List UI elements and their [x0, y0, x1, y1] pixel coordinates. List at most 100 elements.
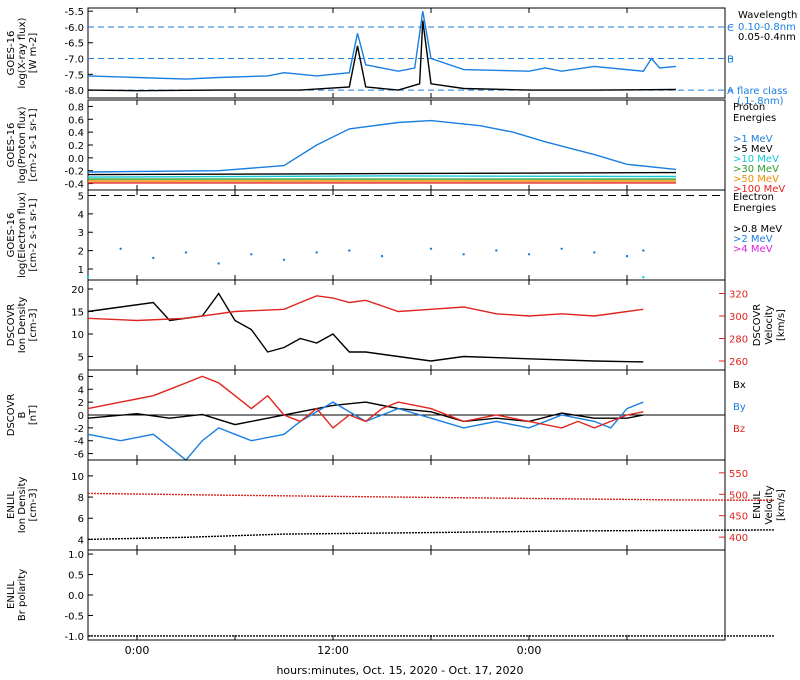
goes-electron-legend-title: Electron — [733, 192, 774, 203]
enlil-density-ylabel: Ion Density — [17, 477, 28, 534]
goes-electron-ytick-label: 4 — [78, 210, 84, 221]
dscovr-b-series-Bx — [87, 401, 644, 426]
goes-electron-point — [250, 253, 253, 256]
dscovr-density-right-ylabel: [km/s] — [776, 309, 787, 341]
enlil-density-series-velocity — [87, 492, 775, 501]
enlil-polarity-ytick-label: -1.0 — [64, 632, 84, 643]
enlil-polarity-frame — [87, 549, 726, 641]
dscovr-b-legend-item: Bz — [733, 424, 745, 435]
goes-xray-series-01008nm — [87, 11, 677, 80]
goes-electron-legend-item: >4 MeV — [733, 244, 773, 255]
goes-proton-ytick-label: 0.6 — [68, 115, 84, 126]
x-axis-label: hours:minutes, Oct. 15, 2020 - Oct. 17, … — [276, 664, 524, 677]
goes-xray-ytick-label: -7.0 — [64, 55, 84, 66]
enlil-polarity-ytick-label: 1.0 — [68, 550, 84, 561]
goes-proton-legend-item: >30 MeV — [733, 164, 779, 175]
enlil-polarity-ytick-label: -0.5 — [64, 611, 84, 622]
enlil-density-ytick-label: 10 — [71, 472, 84, 483]
dscovr-b-series-By — [87, 401, 644, 461]
enlil-density-right-ytick-label: 500 — [729, 490, 748, 501]
enlil-polarity-ytick-label: 0.0 — [68, 591, 84, 602]
dscovr-b-ylabel: DSCOVR — [6, 394, 17, 437]
dscovr-density-ytick-label: 20 — [71, 285, 84, 296]
goes-electron-point — [642, 276, 645, 279]
flare-class-label: A flare class — [727, 86, 788, 97]
enlil-density-frame — [87, 459, 726, 551]
goes-electron-ylabel: log(Electron flux) — [17, 192, 28, 278]
goes-xray-series-00504nm — [87, 20, 677, 92]
dscovr-density-right-ytick-label: 280 — [729, 335, 748, 346]
goes-electron-legend-item: >0.8 MeV — [733, 224, 782, 235]
goes-proton-legend-item: >1 MeV — [733, 134, 773, 145]
dscovr-b-series-Bz — [87, 375, 644, 429]
goes-electron-ylabel: [cm-2 s-1 sr-1] — [28, 198, 39, 271]
dscovr-density-right-ylabel: Velocity — [764, 305, 775, 344]
goes-proton-legend-title: Proton — [733, 102, 765, 113]
goes-proton-series-10MeV — [87, 175, 677, 178]
dscovr-b-ytick-label: -2 — [74, 424, 84, 435]
dscovr-b-ytick-label: -4 — [74, 437, 84, 448]
enlil-polarity-ylabel: ENLIL — [6, 581, 17, 609]
enlil-density-ylabel: [cm-3] — [28, 488, 39, 521]
goes-electron-point — [593, 251, 596, 254]
goes-proton-ytick-label: -0.4 — [64, 180, 84, 191]
enlil-density-ytick-label: 4 — [78, 535, 84, 546]
goes-electron-point — [527, 253, 531, 256]
x-tick-label: 0:00 — [517, 644, 542, 657]
goes-proton-ylabel: log(Proton flux) — [17, 106, 28, 183]
goes-proton-ytick-label: 0.8 — [68, 102, 84, 113]
goes-electron-ytick-label: 3 — [78, 228, 84, 239]
dscovr-b-legend-item: By — [733, 402, 746, 413]
dscovr-b-ytick-label: -6 — [74, 450, 84, 461]
goes-electron-point — [315, 251, 318, 254]
goes-electron-point — [429, 247, 433, 250]
goes-xray-legend-item: 0.10-0.8nm — [738, 22, 796, 33]
enlil-density-ytick-label: 8 — [78, 493, 84, 504]
dscovr-density-ytick-label: 10 — [71, 330, 84, 341]
x-tick-label: 0:00 — [125, 644, 150, 657]
goes-electron-ytick-label: 5 — [78, 192, 84, 203]
goes-proton-ytick-label: 0.4 — [68, 128, 84, 139]
dscovr-density-ytick-label: 15 — [71, 308, 84, 319]
goes-electron-point — [462, 253, 465, 256]
goes-electron-point — [184, 251, 188, 254]
goes-proton-legend-item: >10 MeV — [733, 154, 779, 165]
goes-electron-point — [348, 249, 351, 252]
x-tick-label: 12:00 — [317, 644, 349, 657]
goes-proton-ytick-label: 0.2 — [68, 141, 84, 152]
dscovr-density-frame — [87, 279, 726, 371]
dscovr-density-ylabel: DSCOVR — [6, 304, 17, 347]
goes-xray-ytick-label: -5.5 — [64, 7, 84, 18]
goes-electron-point — [625, 254, 629, 258]
goes-xray-ylabel: log(X-ray flux) — [17, 17, 28, 88]
goes-xray-ylabel: [W m-2] — [28, 33, 39, 74]
dscovr-b-ytick-label: 2 — [78, 398, 84, 409]
dscovr-density-series-density — [87, 292, 644, 363]
goes-proton-ylabel: [cm-2 s-1 sr-1] — [28, 108, 39, 181]
goes-xray-ytick-label: -6.0 — [64, 23, 84, 34]
goes-proton-series-1MeV — [87, 119, 677, 173]
goes-xray-legend-title: Wavelength — [738, 10, 797, 21]
goes-proton-ytick-label: 0.0 — [68, 154, 84, 165]
goes-electron-ytick-label: 1 — [78, 265, 84, 276]
goes-electron-point — [86, 276, 90, 279]
enlil-density-series-density — [87, 529, 775, 541]
goes-electron-point — [560, 247, 563, 250]
flare-note: (.1-.8nm) — [737, 96, 784, 107]
flare-class-label: C — [727, 23, 734, 34]
dscovr-b-ylabel: [nT] — [28, 405, 39, 425]
dscovr-density-ylabel: [cm-3] — [28, 308, 39, 341]
goes-electron-legend-title: Energies — [733, 203, 776, 214]
enlil-density-right-ytick-label: 400 — [729, 533, 748, 544]
dscovr-b-legend-item: Bx — [733, 380, 746, 391]
goes-proton-legend-item: >100 MeV — [733, 184, 785, 195]
dscovr-density-right-ytick-label: 260 — [729, 357, 748, 368]
goes-xray-ytick-label: -8.0 — [64, 86, 84, 97]
goes-electron-point — [152, 256, 155, 260]
goes-xray-frame — [87, 7, 726, 99]
enlil-density-right-ylabel: ENLIL — [752, 491, 763, 519]
goes-electron-ytick-label: 2 — [78, 247, 84, 258]
enlil-density-ylabel: ENLIL — [6, 491, 17, 519]
goes-proton-ytick-label: -0.2 — [64, 167, 84, 178]
